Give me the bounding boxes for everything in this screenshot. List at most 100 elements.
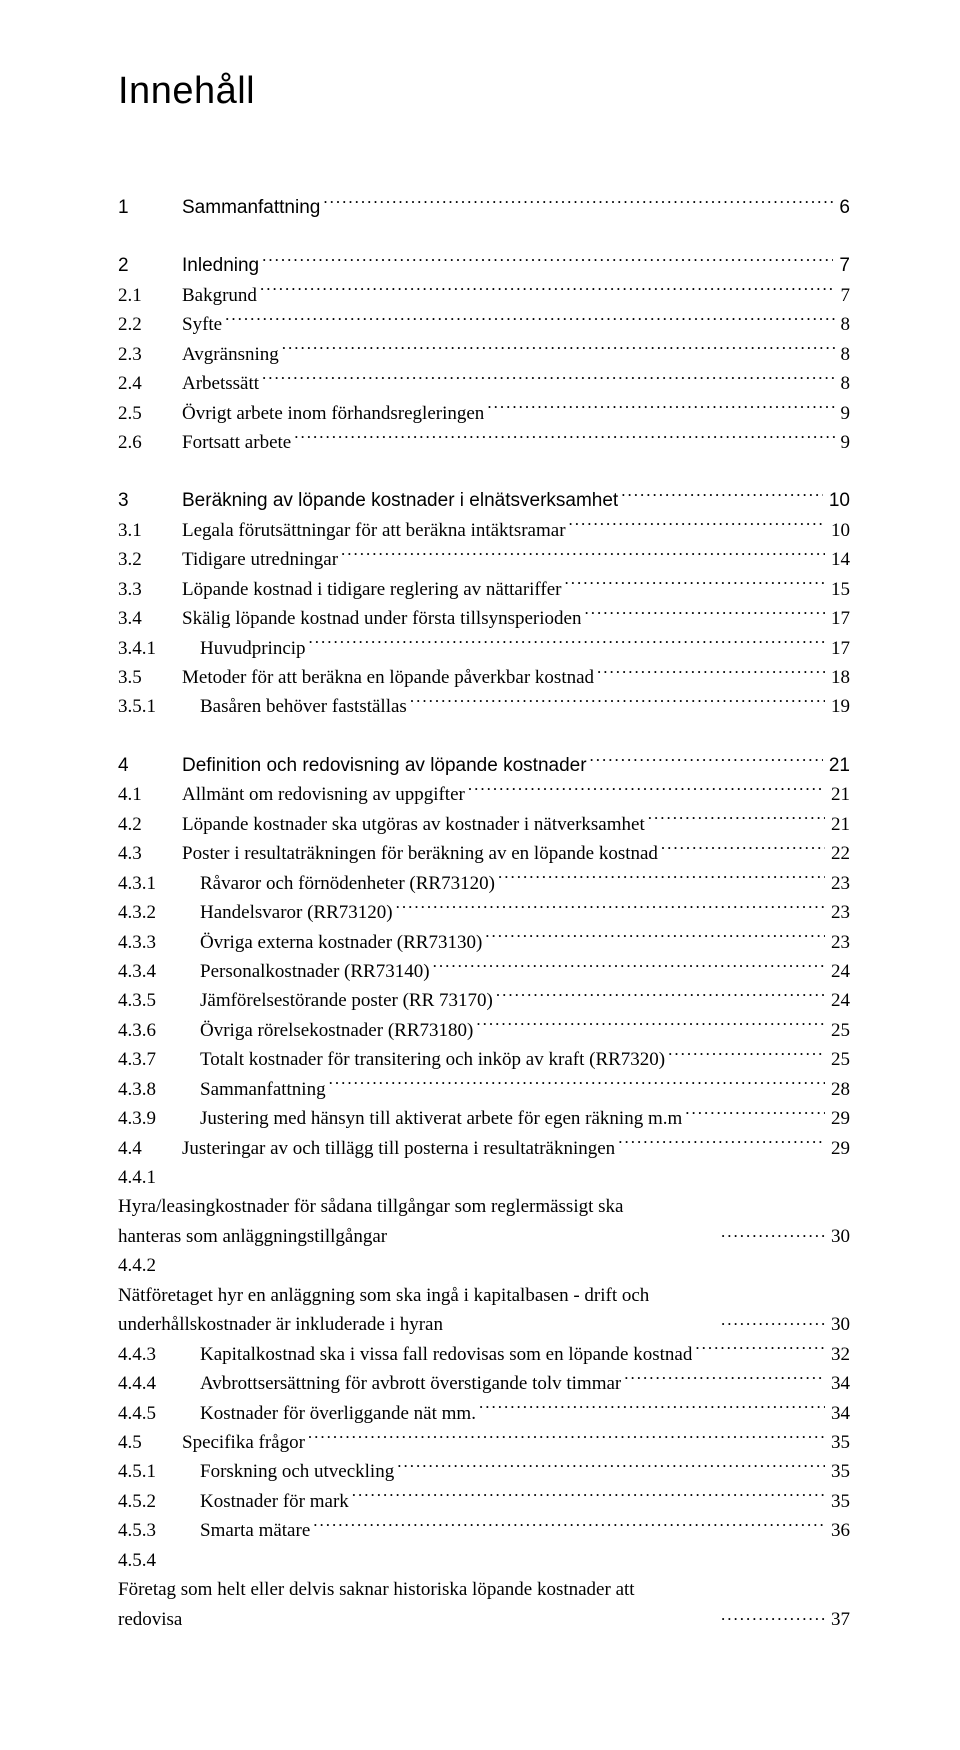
toc-entry-page: 24: [828, 986, 850, 1015]
toc-entry-page: 10: [828, 516, 850, 545]
toc-entry-label: Löpande kostnad i tidigare reglering av …: [182, 575, 562, 604]
toc-entry: 2.5Övrigt arbete inom förhandsregleringe…: [118, 399, 850, 428]
toc-leader-dots: [685, 1105, 825, 1124]
toc-entry: 2.4Arbetssätt8: [118, 369, 850, 398]
toc-entry-page: 17: [828, 604, 850, 633]
toc-entry-number: 3.4: [118, 604, 182, 633]
toc-entry-number: 1: [118, 193, 182, 222]
toc-leader-dots: [262, 252, 833, 271]
toc-entry-label: Skälig löpande kostnad under första till…: [182, 604, 581, 633]
toc-leader-dots: [329, 1076, 825, 1095]
toc-entry-number: 4.5.3: [118, 1516, 200, 1545]
toc-entry: 3.5.1Basåren behöver fastställas19: [118, 692, 850, 721]
toc-entry-number: 4.5.4: [118, 1546, 200, 1575]
toc-entry-number: 4: [118, 751, 182, 780]
toc-entry-label: Handelsvaror (RR73120): [200, 898, 393, 927]
toc-entry: 4.3.1Råvaror och förnödenheter (RR73120)…: [118, 869, 850, 898]
toc-leader-dots: [648, 811, 825, 830]
section-gap: [118, 457, 850, 486]
toc-leader-dots: [624, 1370, 825, 1389]
toc-entry-number: 4.2: [118, 810, 182, 839]
toc-entry: 4.4.1Hyra/leasingkostnader för sådana ti…: [118, 1163, 850, 1251]
toc-leader-dots: [313, 1517, 825, 1536]
toc-entry: 4.5.3Smarta mätare 36: [118, 1516, 850, 1545]
toc-entry-label: Jämförelsestörande poster (RR 73170): [200, 986, 493, 1015]
toc-entry: 4.5.4Företag som helt eller delvis sakna…: [118, 1546, 850, 1634]
toc-entry-page: 7: [836, 251, 850, 280]
toc-entry-label: Övrigt arbete inom förhandsregleringen: [182, 399, 484, 428]
toc-entry-number: 2.2: [118, 310, 182, 339]
toc-entry-number: 2.4: [118, 369, 182, 398]
toc-entry-number: 4.3.7: [118, 1045, 200, 1074]
toc-entry-number: 4.3: [118, 839, 182, 868]
toc-entry-page: 35: [828, 1457, 850, 1486]
toc-entry-label: Övriga externa kostnader (RR73130): [200, 928, 482, 957]
toc-entry-page: 9: [838, 399, 851, 428]
toc-leader-dots: [260, 282, 835, 301]
toc-leader-dots: [225, 311, 834, 330]
toc-leader-dots: [476, 1017, 825, 1036]
toc-entry-page: 30: [828, 1310, 850, 1339]
toc-entry-page: 28: [828, 1075, 850, 1104]
toc-entry: 2.1Bakgrund7: [118, 281, 850, 310]
toc-entry-number: 4.5: [118, 1428, 182, 1457]
toc-entry-number: 2.6: [118, 428, 182, 457]
toc-entry: 2Inledning7: [118, 251, 850, 280]
toc-entry-page: 21: [828, 780, 850, 809]
toc-entry-label: Smarta mätare: [200, 1516, 310, 1545]
toc-entry-label: Bakgrund: [182, 281, 257, 310]
toc-entry-label: Allmänt om redovisning av uppgifter: [182, 780, 465, 809]
toc-entry-label: Kapitalkostnad ska i vissa fall redovisa…: [200, 1340, 692, 1369]
toc-entry: 4.4.4Avbrottsersättning för avbrott över…: [118, 1369, 850, 1398]
toc-entry: 4.4Justeringar av och tillägg till poste…: [118, 1134, 850, 1163]
toc-entry-page: 23: [828, 869, 850, 898]
toc-entry: 3.1Legala förutsättningar för att beräkn…: [118, 516, 850, 545]
toc-entry-number: 2.3: [118, 340, 182, 369]
toc-entry-label: Justeringar av och tillägg till posterna…: [182, 1134, 615, 1163]
toc-entry-label: Metoder för att beräkna en löpande påver…: [182, 663, 594, 692]
toc-entry-label: Definition och redovisning av löpande ko…: [182, 751, 587, 780]
toc-entry-page: 8: [838, 340, 851, 369]
toc-leader-dots: [569, 517, 825, 536]
toc-leader-dots: [309, 635, 825, 654]
toc-entry-page: 37: [828, 1605, 850, 1634]
toc-entry-number: 3.5: [118, 663, 182, 692]
toc-entry-page: 17: [828, 634, 850, 663]
toc-entry-label: Sammanfattning: [182, 193, 320, 222]
toc-entry: 2.2Syfte 8: [118, 310, 850, 339]
toc-entry-page: 36: [828, 1516, 850, 1545]
toc-entry-label: Råvaror och förnödenheter (RR73120): [200, 869, 495, 898]
toc-entry: 4.3.2Handelsvaror (RR73120)23: [118, 898, 850, 927]
toc-entry-label: Arbetssätt: [182, 369, 259, 398]
toc-entry: 3.4.1Huvudprincip17: [118, 634, 850, 663]
toc-leader-dots: [721, 1611, 825, 1634]
toc-entry-page: 21: [826, 751, 850, 780]
toc-entry-label: Syfte: [182, 310, 222, 339]
toc-entry-number: 3.3: [118, 575, 182, 604]
toc-entry: 4.4.2Nätföretaget hyr en anläggning som …: [118, 1251, 850, 1339]
toc-leader-dots: [590, 752, 823, 771]
toc-leader-dots: [352, 1488, 825, 1507]
toc-entry: 3.2Tidigare utredningar14: [118, 545, 850, 574]
toc-entry-number: 3.2: [118, 545, 182, 574]
toc-entry: 4.3.4Personalkostnader (RR73140)24: [118, 957, 850, 986]
toc-entry: 4Definition och redovisning av löpande k…: [118, 751, 850, 780]
toc-entry-page: 8: [838, 310, 851, 339]
toc-entry-number: 4.4.4: [118, 1369, 200, 1398]
toc-leader-dots: [721, 1229, 825, 1252]
toc-entry-page: 23: [828, 898, 850, 927]
toc-entry-label: Personalkostnader (RR73140): [200, 957, 430, 986]
toc-entry-number: 2.5: [118, 399, 182, 428]
toc-entry-number: 4.3.5: [118, 986, 200, 1015]
toc-leader-dots: [597, 664, 825, 683]
toc-entry-page: 10: [826, 486, 850, 515]
toc-entry-page: 29: [828, 1104, 850, 1133]
toc-entry-number: 4.1: [118, 780, 182, 809]
toc-leader-dots: [397, 1458, 825, 1477]
toc-entry-label: Hyra/leasingkostnader för sådana tillgån…: [118, 1192, 656, 1251]
toc-entry-page: 7: [838, 281, 851, 310]
toc-entry-page: 21: [828, 810, 850, 839]
toc-entry-label: Beräkning av löpande kostnader i elnätsv…: [182, 486, 618, 515]
toc-entry-label: Företag som helt eller delvis saknar his…: [118, 1575, 656, 1634]
toc-entry-page: 32: [828, 1340, 850, 1369]
